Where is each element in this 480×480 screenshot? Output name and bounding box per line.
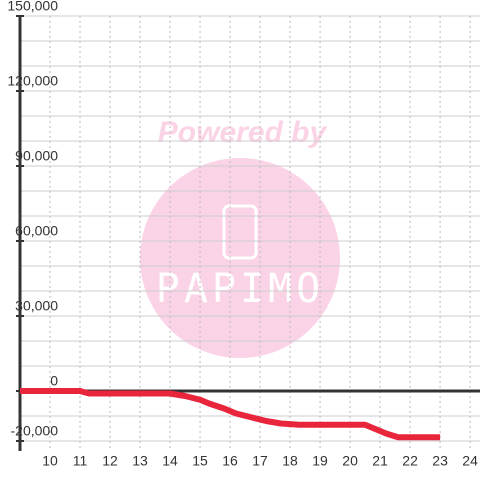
x-tick-label: 12 — [102, 453, 118, 469]
y-tick-label: 60,000 — [15, 223, 58, 239]
x-tick-label: 23 — [432, 453, 448, 469]
x-tick-label: 10 — [42, 453, 58, 469]
watermark-phone — [222, 204, 258, 260]
line-series — [20, 388, 441, 441]
x-tick-label: 16 — [222, 453, 238, 469]
x-tick-label: 21 — [372, 453, 388, 469]
y-tick-label: 120,000 — [7, 73, 58, 89]
x-tick-label: 13 — [132, 453, 148, 469]
x-tick-label: 11 — [73, 453, 88, 469]
x-tick-label: 14 — [162, 453, 178, 469]
y-tick-label: -20,000 — [11, 423, 59, 439]
x-tick-label: 24 — [462, 453, 478, 469]
y-tick-label: 30,000 — [15, 298, 58, 314]
x-tick-label: 19 — [312, 453, 328, 469]
watermark-title: Powered by — [158, 116, 328, 149]
watermark-logo: PAPIMO — [156, 266, 325, 312]
x-tick-label: 18 — [282, 453, 298, 469]
x-tick-label: 17 — [252, 453, 268, 469]
y-tick-label: 150,000 — [7, 0, 58, 14]
x-tick-label: 22 — [402, 453, 418, 469]
y-tick-label: 0 — [50, 373, 58, 389]
x-tick-label: 20 — [342, 453, 358, 469]
x-tick-label: 15 — [192, 453, 208, 469]
y-tick-label: 90,000 — [15, 148, 58, 164]
